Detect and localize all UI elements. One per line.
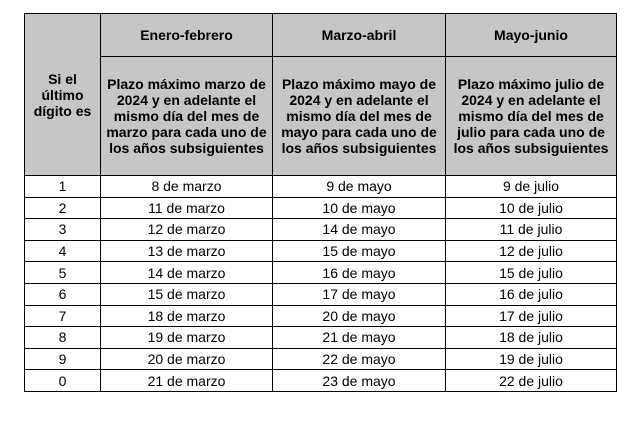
date-cell: 16 de julio: [445, 282, 617, 306]
column-header: Enero-febrero: [100, 13, 273, 57]
date-cell: 11 de julio: [445, 218, 617, 241]
digit-cell: 3: [24, 218, 101, 241]
date-cell: 14 de mayo: [272, 218, 446, 241]
date-cell: 13 de marzo: [100, 239, 273, 263]
date-cell: 22 de julio: [445, 369, 617, 392]
date-cell: 9 de mayo: [272, 175, 446, 198]
date-cell: 15 de marzo: [100, 282, 273, 306]
date-cell: 23 de mayo: [272, 369, 446, 392]
column-description: Plazo máximo mayo de 2024 y en adelante …: [272, 56, 446, 176]
date-cell: 11 de marzo: [100, 196, 273, 220]
column-description: Plazo máximo marzo de 2024 y en adelante…: [100, 56, 273, 176]
data-row: 8 19 de marzo 21 de mayo 18 de julio: [24, 326, 617, 349]
date-cell: 16 de mayo: [272, 261, 446, 284]
date-cell: 14 de marzo: [100, 261, 273, 284]
column-header: Marzo-abril: [272, 13, 446, 57]
date-cell: 21 de marzo: [100, 369, 273, 392]
date-cell: 12 de julio: [445, 239, 617, 263]
data-row: 5 14 de marzo 16 de mayo 15 de julio: [24, 261, 617, 284]
date-cell: 12 de marzo: [100, 218, 273, 241]
digit-cell: 9: [24, 347, 101, 371]
digit-cell: 1: [24, 175, 101, 198]
date-cell: 18 de marzo: [100, 304, 273, 328]
date-cell: 15 de mayo: [272, 239, 446, 263]
date-cell: 19 de julio: [445, 347, 617, 371]
data-row: 9 20 de marzo 22 de mayo 19 de julio: [24, 347, 617, 371]
data-row: 3 12 de marzo 14 de mayo 11 de julio: [24, 218, 617, 241]
data-row: 4 13 de marzo 15 de mayo 12 de julio: [24, 239, 617, 263]
data-row: 2 11 de marzo 10 de mayo 10 de julio: [24, 196, 617, 220]
date-cell: 20 de mayo: [272, 304, 446, 328]
digit-cell: 7: [24, 304, 101, 328]
digit-cell: 8: [24, 326, 101, 349]
digit-cell: 6: [24, 282, 101, 306]
date-cell: 10 de julio: [445, 196, 617, 220]
date-cell: 8 de marzo: [100, 175, 273, 198]
column-header: Mayo-junio: [445, 13, 617, 57]
date-cell: 10 de mayo: [272, 196, 446, 220]
date-cell: 18 de julio: [445, 326, 617, 349]
date-cell: 21 de mayo: [272, 326, 446, 349]
digit-cell: 0: [24, 369, 101, 392]
date-cell: 17 de mayo: [272, 282, 446, 306]
date-cell: 20 de marzo: [100, 347, 273, 371]
header-row: Si el último dígito es Enero-febrero Marzo…: [24, 13, 617, 176]
date-cell: 19 de marzo: [100, 326, 273, 349]
data-row: 7 18 de marzo 20 de mayo 17 de julio: [24, 304, 617, 328]
data-row: 0 21 de marzo 23 de mayo 22 de julio: [24, 369, 617, 392]
digit-cell: 4: [24, 239, 101, 263]
date-cell: 15 de julio: [445, 261, 617, 284]
digit-cell: 5: [24, 261, 101, 284]
column-description: Plazo máximo julio de 2024 y en adelante…: [445, 56, 617, 176]
corner-header: Si el último dígito es: [24, 13, 101, 176]
date-cell: 22 de mayo: [272, 347, 446, 371]
date-cell: 17 de julio: [445, 304, 617, 328]
deadline-table: Si el último dígito es Enero-febrero Marzo…: [24, 13, 617, 392]
digit-cell: 2: [24, 196, 101, 220]
description-row: Plazo máximo marzo de 2024 y en adelante…: [25, 56, 617, 176]
data-row: 6 15 de marzo 17 de mayo 16 de julio: [24, 282, 617, 306]
date-cell: 9 de julio: [445, 175, 617, 198]
